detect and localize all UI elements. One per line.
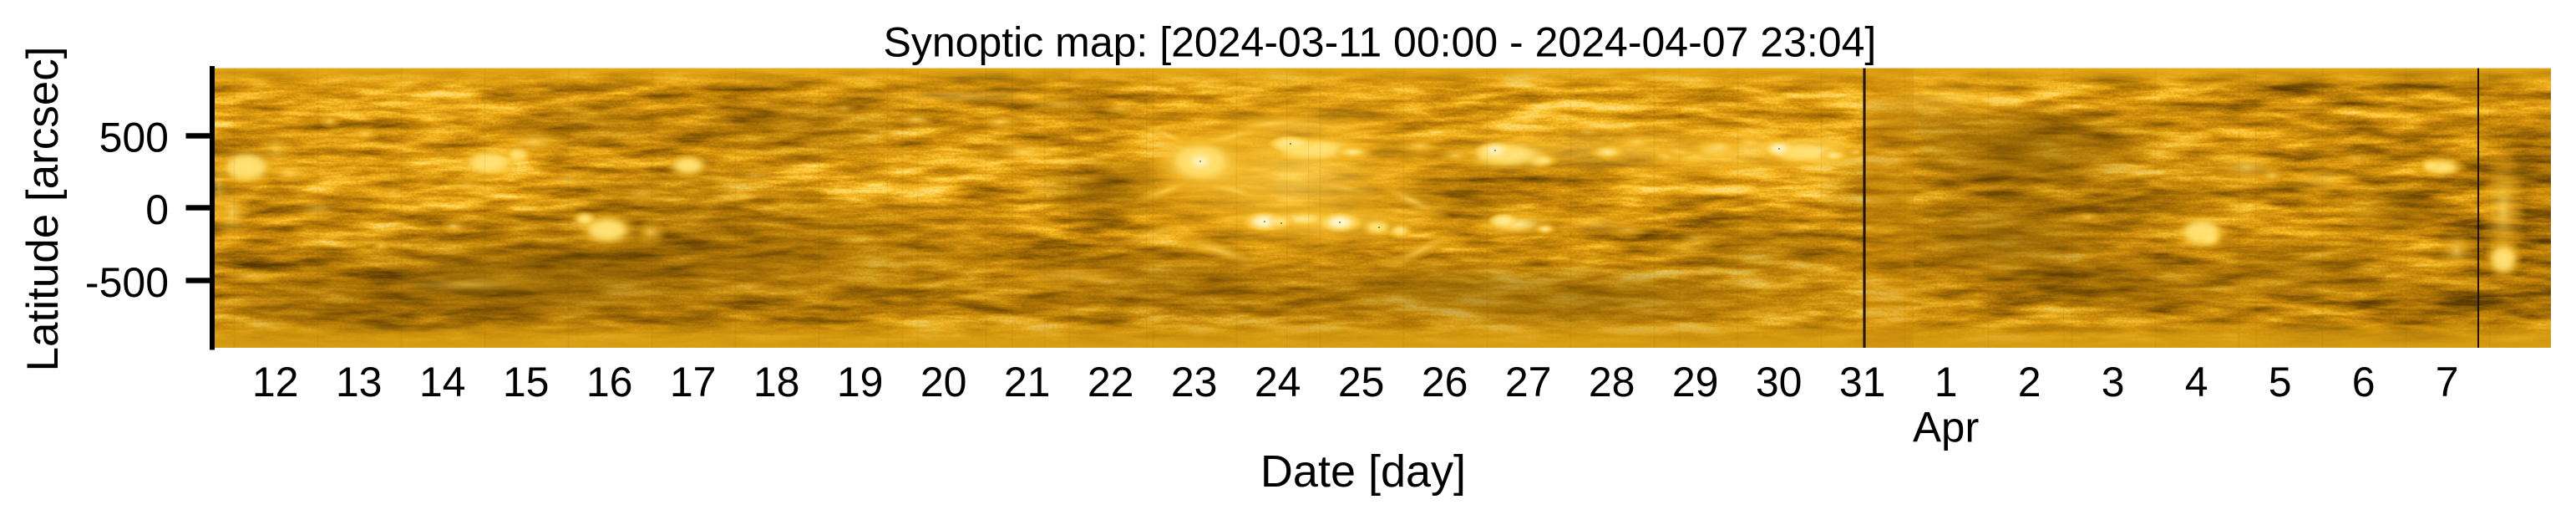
svg-text:12: 12 <box>252 359 299 405</box>
svg-text:24: 24 <box>1255 359 1301 405</box>
svg-text:15: 15 <box>503 359 550 405</box>
svg-text:26: 26 <box>1422 359 1468 405</box>
svg-text:6: 6 <box>2352 359 2376 405</box>
svg-text:3: 3 <box>2102 359 2125 405</box>
svg-text:Date [day]: Date [day] <box>1260 446 1466 497</box>
svg-text:16: 16 <box>586 359 633 405</box>
svg-text:500: 500 <box>99 115 169 161</box>
svg-text:Synoptic map: [2024-03-11 00:0: Synoptic map: [2024-03-11 00:00 - 2024-0… <box>884 19 1877 66</box>
svg-text:-500: -500 <box>85 259 169 306</box>
svg-text:14: 14 <box>419 359 466 405</box>
svg-text:22: 22 <box>1088 359 1134 405</box>
svg-text:5: 5 <box>2269 359 2292 405</box>
svg-text:20: 20 <box>920 359 967 405</box>
svg-text:29: 29 <box>1672 359 1719 405</box>
svg-text:17: 17 <box>670 359 717 405</box>
svg-text:27: 27 <box>1505 359 1552 405</box>
svg-text:0: 0 <box>145 186 169 233</box>
svg-text:25: 25 <box>1338 359 1385 405</box>
svg-text:Latitude [arcsec]: Latitude [arcsec] <box>18 47 68 372</box>
svg-text:7: 7 <box>2436 359 2459 405</box>
svg-text:23: 23 <box>1171 359 1218 405</box>
svg-text:30: 30 <box>1756 359 1803 405</box>
svg-text:1: 1 <box>1935 359 1958 405</box>
svg-text:Apr: Apr <box>1913 404 1979 451</box>
svg-text:18: 18 <box>753 359 800 405</box>
svg-text:28: 28 <box>1589 359 1635 405</box>
svg-text:31: 31 <box>1839 359 1886 405</box>
svg-text:4: 4 <box>2185 359 2208 405</box>
svg-text:13: 13 <box>336 359 383 405</box>
svg-text:21: 21 <box>1004 359 1051 405</box>
svg-text:2: 2 <box>2018 359 2041 405</box>
svg-text:19: 19 <box>837 359 884 405</box>
